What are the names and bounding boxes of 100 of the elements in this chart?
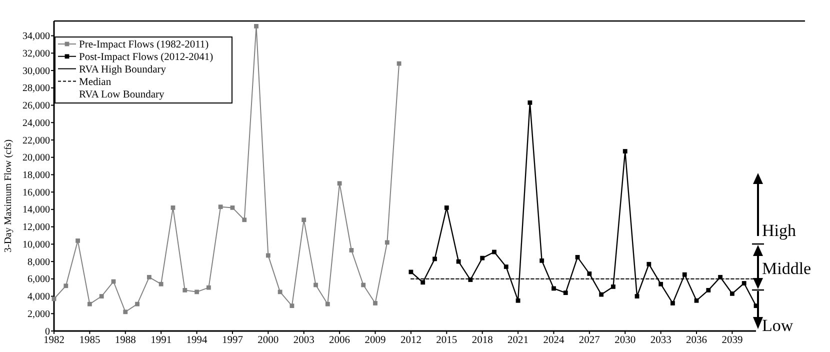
x-tick-label: 1982 (44, 335, 64, 346)
point (480, 256, 485, 260)
y-tick-label: 34,000 (22, 31, 50, 42)
x-tick-label: 2030 (614, 335, 636, 346)
y-tick-label: 22,000 (22, 135, 50, 146)
point (314, 282, 318, 288)
point (540, 258, 544, 263)
x-tick-label: 2003 (293, 335, 314, 346)
point (206, 285, 211, 290)
point (432, 256, 437, 262)
point (76, 238, 80, 243)
point (634, 294, 640, 298)
y-tick-label: 12,000 (22, 222, 50, 234)
point (384, 240, 390, 245)
point (266, 253, 270, 258)
point (706, 288, 711, 292)
x-tick-label: 2006 (329, 335, 350, 346)
point (230, 205, 235, 210)
point (361, 282, 366, 288)
point (622, 149, 628, 154)
point (158, 282, 164, 286)
x-tick-label: 2015 (436, 335, 458, 346)
point (587, 271, 592, 276)
y-tick-label: 4,000 (28, 292, 50, 303)
x-tick-label: 2027 (578, 335, 600, 346)
point (52, 296, 56, 302)
x-tick-label: 2039 (722, 335, 743, 346)
point (730, 291, 734, 296)
y-tick-label: 8,000 (28, 256, 50, 268)
point (99, 294, 104, 298)
point (575, 254, 580, 260)
y-tick-label: 24,000 (22, 118, 50, 129)
text: Low (762, 316, 794, 335)
y-axis-title: 3-Day Maximum Flow (cfs) (3, 139, 14, 253)
point (611, 284, 616, 289)
x-tick-label: 1988 (114, 335, 136, 346)
point (242, 218, 247, 222)
annotation: RVA Low Boundary (79, 89, 166, 100)
x-tick-label: 1994 (186, 335, 208, 346)
x-tick-label: 2009 (364, 335, 386, 346)
y-tick-label: 32,000 (22, 48, 50, 60)
x-tick-label: 1991 (150, 335, 172, 346)
point (325, 302, 330, 306)
x-tick-label: 2024 (543, 335, 565, 346)
point (349, 248, 354, 252)
point (278, 290, 282, 294)
y-tick-label: 28,000 (22, 83, 50, 94)
x-tick-label: 2012 (400, 335, 422, 346)
point (528, 100, 532, 105)
point (504, 264, 508, 269)
point (408, 270, 414, 274)
point (552, 286, 556, 291)
point (302, 218, 306, 222)
y-tick-label: 30,000 (22, 66, 50, 77)
point (182, 288, 188, 292)
point (194, 290, 199, 294)
y-tick-label: 20,000 (22, 152, 50, 164)
x-tick-label: 2033 (650, 335, 672, 346)
point (599, 292, 604, 297)
point (87, 302, 92, 306)
point (64, 284, 68, 288)
y-tick-label: 2,000 (28, 308, 50, 320)
point (516, 298, 520, 303)
point (337, 181, 342, 186)
x-tick-label: 1985 (79, 335, 100, 346)
point (135, 302, 140, 306)
point (682, 272, 687, 277)
x-tick-label: 1997 (222, 335, 243, 346)
y-tick-label: 0 (45, 326, 50, 338)
y-tick-label: 26,000 (22, 100, 50, 112)
point (420, 280, 426, 285)
y-tick-label: 14,000 (22, 204, 50, 216)
y-tick-label: 18,000 (22, 170, 50, 181)
point (396, 61, 402, 66)
point (670, 301, 675, 306)
point (373, 301, 378, 306)
point (218, 204, 223, 210)
point (444, 205, 449, 210)
text: High (762, 220, 796, 240)
annotation: RVA High Boundary (79, 64, 167, 76)
point (658, 282, 664, 286)
point (170, 205, 176, 210)
point (492, 250, 496, 254)
legend-label: Pre-Impact Flows (1982-2011) (79, 40, 210, 51)
point (646, 262, 652, 266)
legend-label: Median (79, 76, 112, 88)
point (694, 298, 699, 303)
point (290, 304, 294, 308)
x-tick-label: 2021 (508, 335, 529, 346)
legend-label: Post-Impact Flows (2012-2041) (79, 52, 214, 64)
point (563, 290, 568, 295)
point (146, 274, 152, 280)
y-tick-label: 16,000 (22, 187, 50, 198)
y-tick-label: 6,000 (28, 274, 50, 286)
point (254, 24, 258, 28)
x-tick-label: 2000 (258, 335, 279, 346)
x-tick-label: 2018 (472, 335, 493, 346)
point (742, 281, 746, 286)
y-tick-label: 10,000 (22, 239, 50, 250)
point (123, 310, 128, 314)
